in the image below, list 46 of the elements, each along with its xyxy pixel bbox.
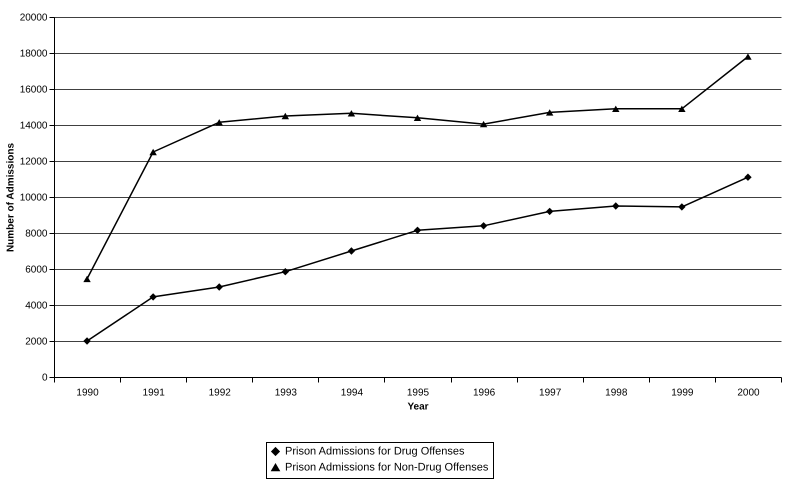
point xyxy=(480,222,488,230)
point xyxy=(612,106,620,112)
point xyxy=(546,109,554,116)
x-tick-label: 2000 xyxy=(737,388,760,398)
x-tick-label: 1997 xyxy=(539,388,562,398)
x-tick-label: 1999 xyxy=(671,388,694,398)
x-tick-label: 1992 xyxy=(208,388,232,398)
point xyxy=(744,53,752,60)
legend-label: Prison Admissions for Drug Offenses xyxy=(285,446,466,458)
x-tick-label: 1998 xyxy=(605,388,628,398)
y-tick-label: 14000 xyxy=(20,120,48,132)
point xyxy=(149,293,157,301)
point xyxy=(414,114,422,122)
y-tick-label: 6000 xyxy=(25,264,48,276)
point xyxy=(282,112,290,120)
y-tick-label: 10000 xyxy=(20,192,48,204)
point xyxy=(678,106,686,112)
x-tick-label: 1996 xyxy=(472,388,496,398)
y-tick-label: 0 xyxy=(42,372,48,384)
y-tick-label: 20000 xyxy=(20,12,48,24)
point xyxy=(216,119,223,126)
point xyxy=(744,173,752,181)
y-tick-label: 2000 xyxy=(25,336,48,348)
x-tick-label: 1995 xyxy=(406,388,430,398)
y-axis-title: Number of Admissions xyxy=(6,142,17,252)
y-tick-label: 18000 xyxy=(20,48,48,60)
x-tick-label: 1991 xyxy=(142,388,166,398)
point xyxy=(282,268,290,276)
x-axis-title: Year xyxy=(407,402,429,412)
y-tick-label: 12000 xyxy=(20,156,48,168)
point xyxy=(348,247,356,255)
y-tick-label: 4000 xyxy=(25,300,48,312)
point xyxy=(678,203,686,211)
point xyxy=(83,276,91,282)
legend-label: Prison Admissions for Non-Drug Offenses xyxy=(285,462,489,474)
point xyxy=(149,148,157,156)
y-tick-label: 8000 xyxy=(25,228,48,240)
x-tick-label: 1990 xyxy=(76,388,100,398)
y-tick-label: 16000 xyxy=(20,84,48,96)
point xyxy=(480,120,488,128)
point xyxy=(348,110,356,117)
point xyxy=(83,337,91,345)
point xyxy=(414,226,422,234)
point xyxy=(546,208,554,216)
x-tick-label: 1994 xyxy=(340,388,364,398)
x-tick-label: 1993 xyxy=(274,388,298,398)
